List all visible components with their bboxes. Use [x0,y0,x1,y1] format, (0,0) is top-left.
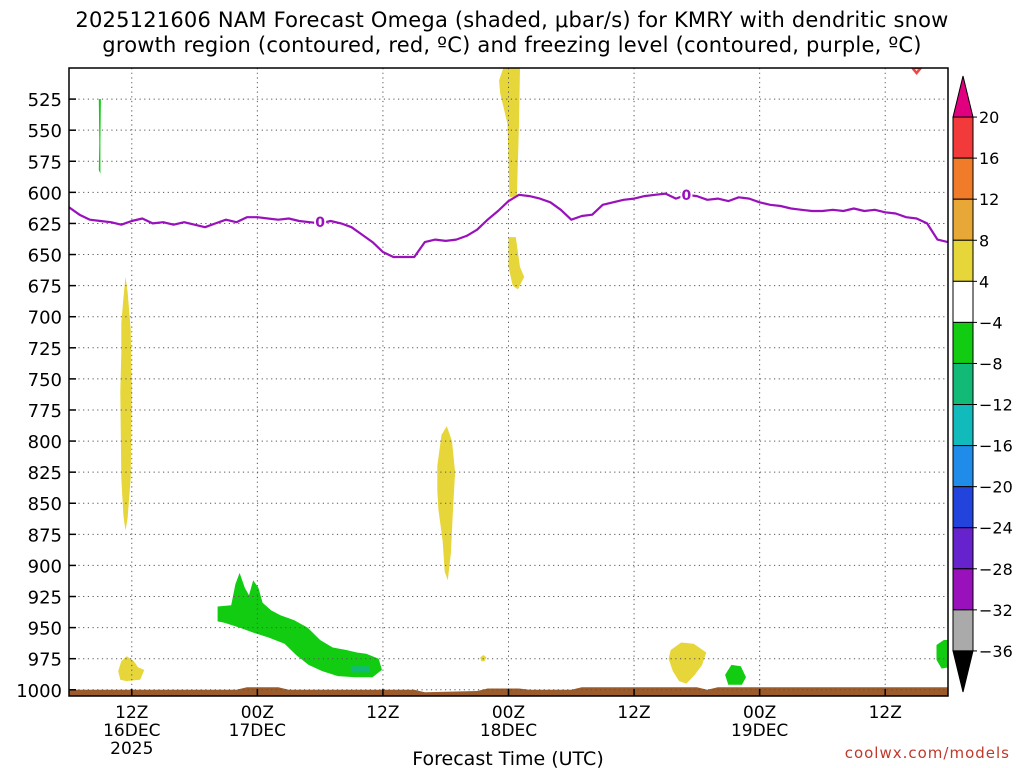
colorbar-label-3: 8 [979,231,989,250]
colorbar-swatch-6 [952,321,974,364]
freezing-level-line [69,192,948,259]
y-tick-label-700: 700 [28,308,62,329]
chart-title-line-1: 2025121606 NAM Forecast Omega (shaded, μ… [75,8,949,32]
omega-shading-layer [98,68,948,685]
omega-region-10 [936,640,948,669]
x-tick-label-6-1: 16DEC [103,721,160,741]
y-tick-label-675: 675 [28,277,62,298]
y-tick-label-650: 650 [28,246,62,267]
colorbar-swatch-7 [952,362,974,406]
y-tick-label-525: 525 [28,90,62,111]
y-tick-label-900: 900 [28,556,62,577]
colorbar-swatch-4 [952,239,974,282]
x-tick-label-42-0: 00Z [492,703,525,723]
snow-growth-contour [910,68,923,75]
y-tick-label-600: 600 [28,183,62,204]
colorbar-label-7: −12 [979,396,1013,415]
y-tick-label-775: 775 [28,401,62,422]
colorbar-label-6: −8 [979,354,1003,373]
y-axis: 525 550 575 600 625 650 675 700 725 750 775 800 825 8… [16,90,76,702]
colorbar-swatch-11 [952,527,974,570]
x-tick-label-30-0: 12Z [366,703,399,723]
colorbar-label-10: −24 [979,519,1013,538]
omega-region-5 [668,642,707,684]
y-tick-label-950: 950 [28,619,62,640]
colorbar-swatch-0 [952,75,974,118]
y-tick-label-850: 850 [28,494,62,515]
freezing-label-bg-1 [680,186,693,201]
colorbar-legend: 20 16 12 8 4 −4 −8 −12 −16 −20 −24 −28 −32 −36 [952,75,1013,693]
colorbar-swatch-13 [952,609,974,652]
omega-region-0 [499,68,520,198]
y-tick-label-575: 575 [28,152,62,173]
omega-region-6 [480,655,487,662]
omega-region-4 [118,656,145,682]
y-tick-label-875: 875 [28,525,62,546]
grid-lines [69,68,948,696]
freezing-level-layer: 00 [69,186,948,259]
colorbar-label-9: −20 [979,478,1013,497]
colorbar-swatch-14 [952,650,974,693]
colorbar-swatch-1 [952,116,974,159]
x-tick-label-66-1: 19DEC [731,721,788,741]
colorbar-swatch-9 [952,445,974,488]
x-tick-label-78-0: 12Z [869,703,902,723]
x-tick-label-54-0: 12Z [617,703,650,723]
colorbar-swatch-3 [952,198,974,241]
y-tick-label-975: 975 [28,650,62,671]
freezing-label-bg-0 [314,214,327,229]
colorbar-label-2: 12 [979,190,999,209]
freezing-level-label-1: 0 [682,188,692,204]
colorbar-label-13: −36 [979,642,1013,661]
watermark: coolwx.com/models [844,744,1010,762]
colorbar-label-5: −4 [979,313,1003,332]
omega-region-1 [508,237,525,290]
y-tick-label-825: 825 [28,463,62,484]
colorbar-swatch-10 [952,486,974,529]
omega-region-11 [350,666,371,673]
y-tick-label-550: 550 [28,121,62,142]
chart-title: 2025121606 NAM Forecast Omega (shaded, μ… [0,8,1024,58]
colorbar-label-12: −32 [979,601,1013,620]
omega-region-8 [217,572,382,678]
colorbar-swatch-8 [952,404,974,447]
colorbar-label-11: −28 [979,560,1013,579]
x-tick-label-6-0: 12Z [115,703,148,723]
x-axis-title: Forecast Time (UTC) [412,748,603,768]
x-tick-label-18-1: 17DEC [229,721,286,741]
y-tick-label-925: 925 [28,588,62,609]
chart-title-line-2: growth region (contoured, red, ºC) and f… [102,33,922,57]
omega-region-2 [120,276,132,531]
x-tick-label-42-1: 18DEC [480,721,537,741]
omega-region-3 [437,426,456,581]
x-tick-label-66-0: 00Z [743,703,776,723]
colorbar-swatch-5 [952,280,974,323]
colorbar-swatch-12 [952,568,974,611]
colorbar-label-4: 4 [979,272,989,291]
y-tick-label-625: 625 [28,214,62,235]
colorbar-label-8: −16 [979,437,1013,456]
colorbar-label-0: 20 [979,108,999,127]
freezing-level-label-0: 0 [315,215,325,231]
colorbar-swatch-2 [952,157,974,200]
y-tick-label-800: 800 [28,432,62,453]
omega-region-9 [725,664,746,685]
colorbar-label-1: 16 [979,149,999,168]
x-tick-label-18-0: 00Z [241,703,274,723]
x-tick-label-6-2: 2025 [110,739,153,759]
y-tick-label-750: 750 [28,370,62,391]
omega-region-7 [98,99,101,174]
y-tick-label-1000: 1000 [16,681,62,702]
y-tick-label-725: 725 [28,339,62,360]
